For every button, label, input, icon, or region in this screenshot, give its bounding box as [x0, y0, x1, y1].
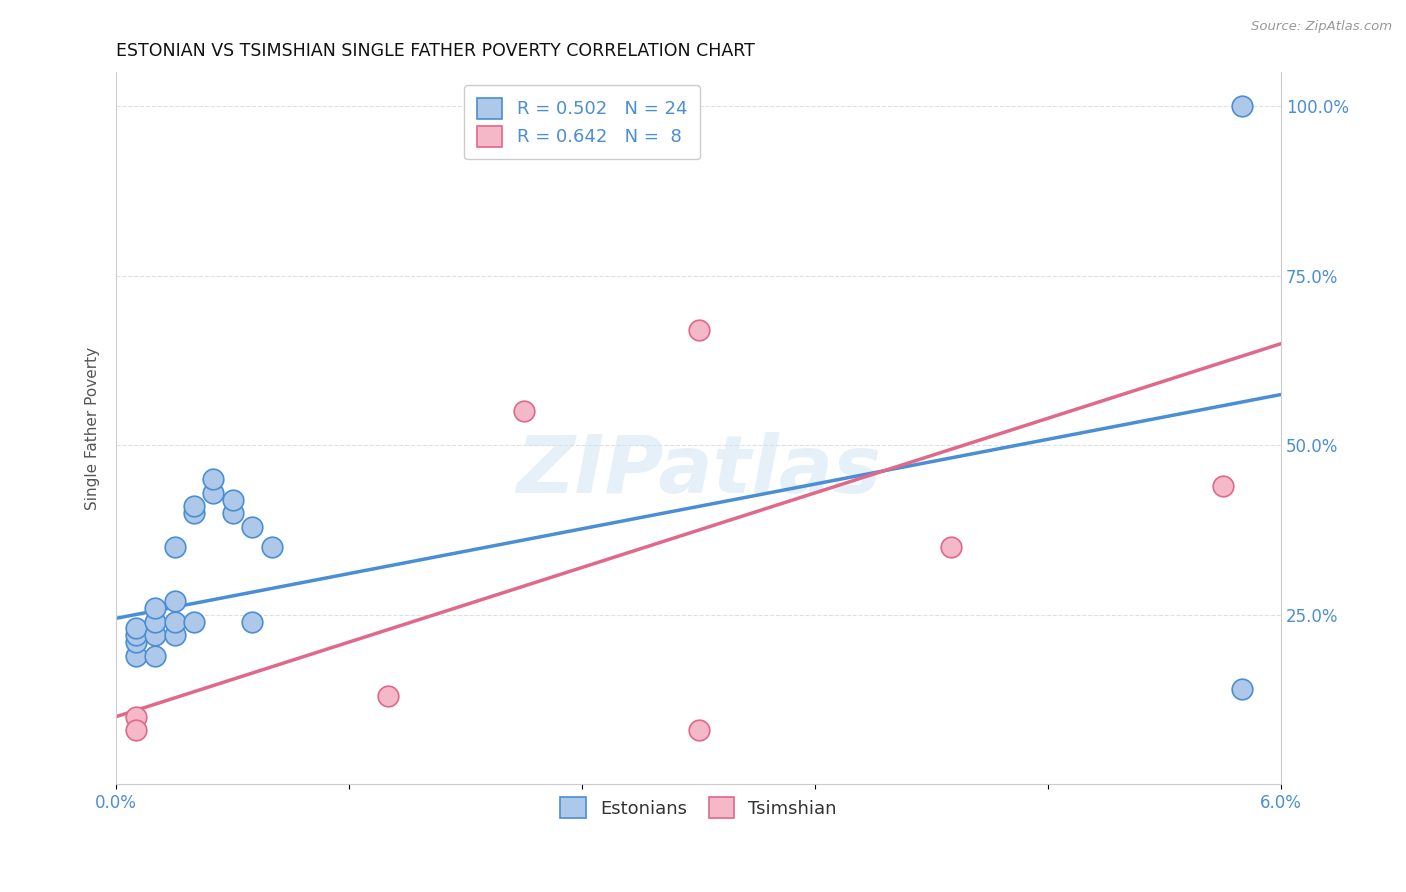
Point [377, 690, 399, 704]
Point [183, 615, 205, 629]
Point [183, 500, 205, 514]
Point [260, 540, 283, 554]
Point [125, 628, 148, 642]
Point [143, 648, 166, 663]
Point [163, 540, 186, 554]
Point [1230, 99, 1253, 113]
Point [143, 615, 166, 629]
Point [222, 506, 245, 520]
Point [163, 628, 186, 642]
Point [1230, 682, 1253, 697]
Point [163, 594, 186, 608]
Text: Source: ZipAtlas.com: Source: ZipAtlas.com [1251, 20, 1392, 33]
Point [143, 628, 166, 642]
Point [202, 486, 225, 500]
Point [125, 635, 148, 649]
Point [688, 323, 710, 337]
Legend: Estonians, Tsimshian: Estonians, Tsimshian [553, 790, 844, 825]
Point [125, 709, 148, 723]
Point [202, 472, 225, 486]
Point [163, 615, 186, 629]
Point [125, 723, 148, 738]
Point [240, 615, 263, 629]
Point [125, 622, 148, 636]
Point [125, 648, 148, 663]
Point [240, 520, 263, 534]
Point [143, 601, 166, 615]
Point [222, 492, 245, 507]
Text: ESTONIAN VS TSIMSHIAN SINGLE FATHER POVERTY CORRELATION CHART: ESTONIAN VS TSIMSHIAN SINGLE FATHER POVE… [117, 42, 755, 60]
Point [688, 723, 710, 738]
Point [1212, 479, 1234, 493]
Point [183, 506, 205, 520]
Point [939, 540, 962, 554]
Point [513, 404, 536, 418]
Text: ZIPatlas: ZIPatlas [516, 432, 882, 510]
Y-axis label: Single Father Poverty: Single Father Poverty [86, 347, 100, 510]
